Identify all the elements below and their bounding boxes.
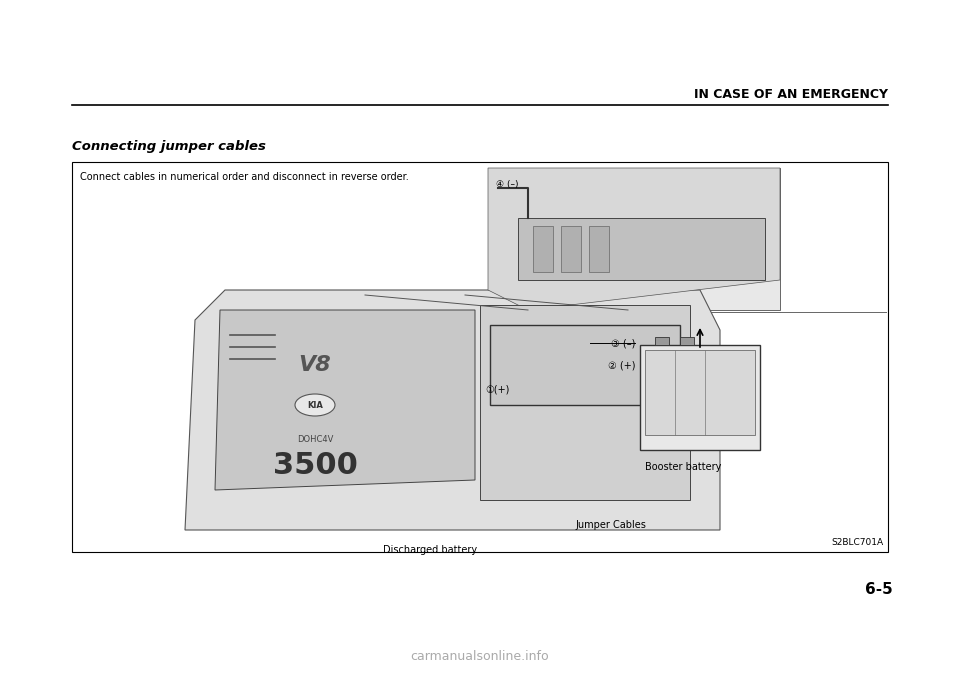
Text: 3500: 3500 [273,450,357,479]
Bar [480,305,690,500]
Bar [518,218,765,280]
Text: ①(+): ①(+) [485,385,510,395]
Text: V8: V8 [299,355,331,375]
Bar [589,226,609,272]
Polygon shape [215,310,475,490]
Bar [72,162,888,552]
Text: DOHC4V: DOHC4V [297,435,333,445]
Bar [490,325,680,405]
Text: carmanualsonline.info: carmanualsonline.info [411,650,549,663]
Text: Discharged battery: Discharged battery [383,545,477,555]
Bar [655,337,669,345]
Text: ② (+): ② (+) [608,360,635,370]
Text: ④ (–): ④ (–) [496,180,518,189]
Bar [640,345,760,450]
Ellipse shape [295,394,335,416]
Text: 6-5: 6-5 [865,582,893,597]
Text: ③ (–): ③ (–) [611,338,635,348]
Bar [488,168,780,310]
Text: IN CASE OF AN EMERGENCY: IN CASE OF AN EMERGENCY [694,88,888,101]
Text: Connecting jumper cables: Connecting jumper cables [72,140,266,153]
Text: KIA: KIA [307,401,323,410]
Text: Booster battery: Booster battery [645,462,721,472]
Bar [561,226,581,272]
Polygon shape [185,290,720,530]
Bar [645,350,755,435]
Bar [680,337,694,345]
Text: S2BLC701A: S2BLC701A [830,538,883,547]
Text: Jumper Cables: Jumper Cables [575,520,646,530]
Text: Connect cables in numerical order and disconnect in reverse order.: Connect cables in numerical order and di… [80,172,409,182]
Polygon shape [488,168,780,310]
Bar [533,226,553,272]
